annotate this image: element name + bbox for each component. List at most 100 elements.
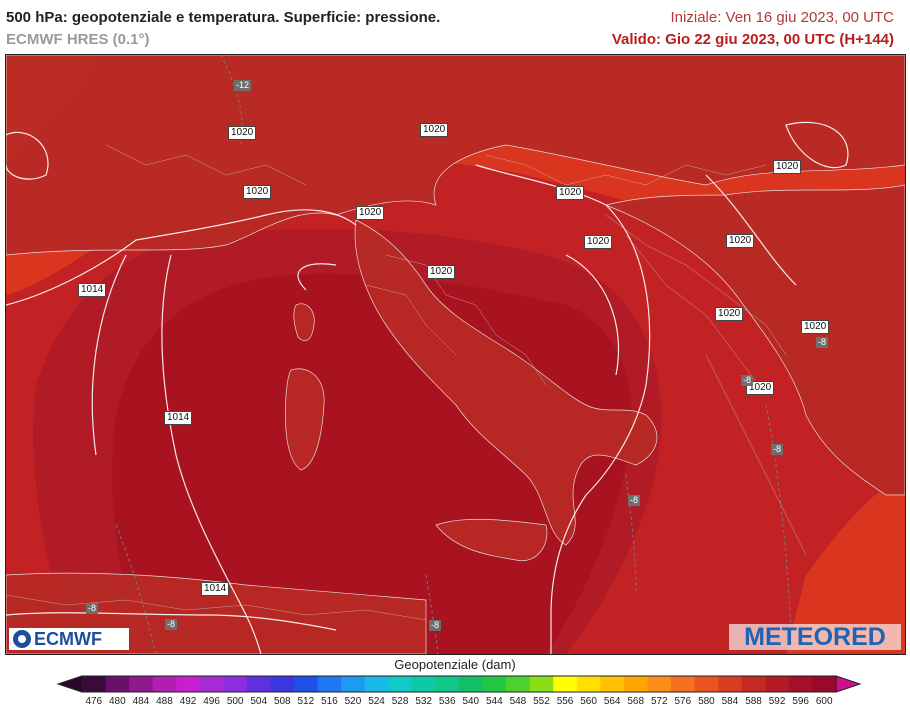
colorbar-swatch [741, 676, 766, 692]
model-name: ECMWF HRES (0.1°) [6, 31, 150, 48]
map-title: 500 hPa: geopotenziale e temperatura. Su… [6, 9, 441, 26]
colorbar-swatch [694, 676, 719, 692]
temp-label: -8 [771, 444, 784, 455]
colorbar-tick-label: 600 [815, 696, 833, 707]
colorbar-swatch [223, 676, 248, 692]
colorbar-swatch [647, 676, 672, 692]
colorbar-tick-label: 588 [745, 696, 762, 707]
colorbar-tick-label: 548 [509, 696, 527, 707]
init-time: Iniziale: Ven 16 giu 2023, 00 UTC [670, 9, 894, 26]
colorbar-tick-label: 544 [486, 696, 503, 707]
colorbar-tick-label: 492 [179, 696, 197, 707]
colorbar-swatch [482, 676, 507, 692]
colorbar-tick-label: 584 [721, 696, 739, 707]
colorbar-tick-label: 580 [698, 696, 715, 707]
colorbar-swatch [411, 676, 436, 692]
isobar-label: 1020 [801, 320, 830, 334]
isobars [6, 121, 849, 654]
temp-label: -8 [741, 375, 754, 386]
colorbar-tick-label: 596 [792, 696, 809, 707]
colorbar-border [81, 675, 837, 693]
ecmwf-logo: ECMWF [9, 628, 129, 650]
colorbar-max-arrow [835, 675, 862, 693]
colorbar-title: Geopotenziale (dam) [394, 657, 516, 672]
isobar-label: 1014 [78, 283, 107, 297]
colorbar-tick-label: 480 [109, 696, 126, 707]
colorbar-swatch [671, 676, 696, 692]
colorbar-swatch [765, 676, 790, 692]
colorbar-tick-label: 536 [438, 696, 456, 707]
colorbar-swatch [623, 676, 648, 692]
isobar-label: 1020 [746, 381, 775, 395]
colorbar-tick-label: 556 [556, 696, 574, 707]
colorbar-swatch [388, 676, 413, 692]
colorbar-swatch [294, 676, 319, 692]
colorbar-swatch [341, 676, 366, 692]
colorbar-swatch [246, 676, 271, 692]
isobar-label: 1020 [228, 126, 257, 140]
colorbar-tick-label: 516 [321, 696, 338, 707]
isobar-label: 1020 [427, 265, 456, 279]
colorbar-tick-label: 532 [415, 696, 432, 707]
colorbar-swatch [529, 676, 554, 692]
colorbar-tick-label: 500 [226, 696, 244, 707]
colorbar-swatch [812, 676, 837, 692]
colorbar-swatch [435, 676, 460, 692]
colorbar-tick-label: 592 [768, 696, 786, 707]
isobar-label: 1020 [356, 206, 385, 220]
colorbar-tick-label: 496 [203, 696, 220, 707]
temp-label: -8 [429, 620, 442, 631]
colorbar-swatch [553, 676, 578, 692]
colorbar-swatch [506, 676, 531, 692]
region-borders [6, 144, 807, 621]
ecmwf-logo-icon [13, 630, 31, 648]
colorbar-tick-label: 504 [250, 696, 268, 707]
colorbar-swatch [718, 676, 743, 692]
colorbar-swatch [129, 676, 154, 692]
isobar-label: 1020 [726, 234, 755, 248]
colorbar-min-arrow [56, 675, 83, 693]
isobar-label: 1020 [243, 185, 272, 199]
map-canvas [6, 55, 905, 654]
colorbar-swatch [317, 676, 342, 692]
colorbar-swatch [576, 676, 601, 692]
valid-time: Valido: Gio 22 giu 2023, 00 UTC (H+144) [611, 31, 894, 48]
isobar-label: 1014 [164, 411, 193, 425]
colorbar-tick-label: 572 [650, 696, 668, 707]
colorbar-tick-label: 520 [344, 696, 362, 707]
temp-label: -12 [234, 80, 252, 91]
colorbar-swatch [364, 676, 389, 692]
colorbar-swatch [270, 676, 295, 692]
temp-label: -8 [816, 337, 829, 348]
temp-label: -8 [628, 495, 641, 506]
colorbar-tick-label: 540 [462, 696, 480, 707]
colorbar-tick-label: 552 [533, 696, 550, 707]
isobar-label: 1014 [201, 582, 230, 596]
colorbar-swatch [152, 676, 177, 692]
isobar-label: 1020 [715, 307, 744, 321]
colorbar-tick-label: 508 [273, 696, 291, 707]
meteored-logo: METEORED [729, 624, 901, 650]
colorbar-tick-label: 576 [674, 696, 692, 707]
temp-label: -8 [165, 619, 178, 630]
colorbar-swatch [788, 676, 813, 692]
colorbar-swatch [459, 676, 484, 692]
colorbar-swatch [199, 676, 224, 692]
isobar-label: 1020 [773, 160, 802, 174]
colorbar-tick-label: 528 [391, 696, 409, 707]
colorbar-tick-label: 564 [603, 696, 621, 707]
isobar-label: 1020 [584, 235, 613, 249]
colorbar-tick-label: 488 [156, 696, 173, 707]
isobar-label: 1020 [420, 123, 449, 137]
colorbar-tick-label: 560 [580, 696, 597, 707]
weather-map[interactable]: 1020 1020 1020 1020 1020 1020 1020 1020 … [5, 54, 906, 655]
colorbar-swatch [600, 676, 625, 692]
colorbar-swatch [82, 676, 107, 692]
colorbar-tick-label: 524 [368, 696, 385, 707]
temp-label: -8 [86, 603, 99, 614]
colorbar-tick-label: 568 [627, 696, 645, 707]
colorbar-tick-label: 512 [297, 696, 315, 707]
colorbar [56, 675, 862, 693]
colorbar-swatch [176, 676, 201, 692]
landmass [6, 55, 905, 654]
